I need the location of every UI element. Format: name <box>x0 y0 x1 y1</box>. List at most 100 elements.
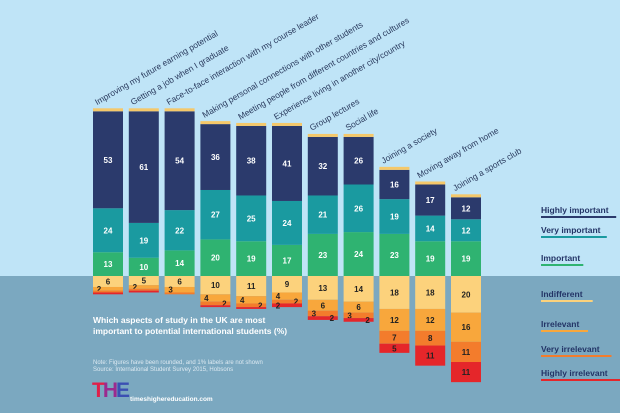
bar-segment <box>307 233 338 276</box>
bar-segment <box>93 252 123 276</box>
bar-cap <box>128 108 159 112</box>
segment-label: 10 <box>139 263 148 272</box>
segment-label: 53 <box>104 156 113 165</box>
bar-segment <box>93 111 123 209</box>
legend-underline <box>541 264 584 266</box>
bar-segment <box>164 292 195 295</box>
category-label: Joining a society <box>379 125 439 165</box>
segment-label: 12 <box>390 316 399 325</box>
bar-segment <box>200 189 231 240</box>
segment-label: 4 <box>276 292 281 301</box>
segment-label: 11 <box>426 352 435 361</box>
the-logo: THE <box>92 379 130 402</box>
bar-segment <box>415 215 446 242</box>
chart-title: Which aspects of study in the UK are mos… <box>93 315 288 336</box>
legend-underline <box>541 379 620 381</box>
bar-segment <box>272 299 302 304</box>
legend-underline <box>541 300 593 302</box>
website-url: timeshighereducation.com <box>130 396 213 403</box>
segment-label: 24 <box>354 250 363 259</box>
bar-segment <box>343 184 374 233</box>
segment-label: 10 <box>211 281 220 290</box>
bar-segment <box>415 345 446 366</box>
bar-segment <box>307 276 338 300</box>
segment-label: 13 <box>318 284 327 293</box>
segment-label: 11 <box>462 368 471 377</box>
bar-segment <box>451 312 481 342</box>
bar-segment <box>343 301 374 313</box>
bar-segment <box>451 241 481 276</box>
bar-cap <box>415 181 446 185</box>
legend-label: Irrelevant <box>541 319 579 329</box>
bar-segment <box>236 303 267 308</box>
bar-segment <box>93 290 123 293</box>
legend-label: Indifferent <box>541 289 583 299</box>
segment-label: 13 <box>104 260 113 269</box>
bar-segment <box>272 244 302 276</box>
bar-segment <box>200 124 231 190</box>
bar-segment <box>93 208 123 253</box>
segment-label: 22 <box>175 226 184 235</box>
segment-label: 27 <box>211 211 220 220</box>
segment-label: 61 <box>139 163 148 172</box>
bar-segment <box>343 312 374 319</box>
legend-underline <box>541 216 617 218</box>
bar-segment <box>128 288 159 291</box>
segment-label: 7 <box>392 333 397 342</box>
bar-segment <box>164 276 195 287</box>
segment-label: 14 <box>175 259 184 268</box>
segment-label: 12 <box>462 204 471 213</box>
bar-segment <box>451 219 481 242</box>
segment-label: 24 <box>283 219 292 228</box>
bar-segment <box>236 307 267 309</box>
bar-segment <box>236 125 267 196</box>
segment-label: 21 <box>318 211 327 220</box>
segment-label: 2 <box>222 299 227 308</box>
bar-segment <box>200 301 231 306</box>
bar-cap <box>272 122 302 126</box>
segment-label: 24 <box>104 226 113 235</box>
segment-label: 19 <box>426 255 435 264</box>
segment-label: 6 <box>321 301 326 310</box>
bar-segment <box>200 305 231 308</box>
bar-cap <box>200 121 231 125</box>
legend-underline <box>541 236 607 238</box>
bar-segment <box>164 286 195 293</box>
segment-label: 32 <box>318 162 327 171</box>
source-text: Source: International Student Survey 201… <box>93 367 234 373</box>
segment-label: 23 <box>318 251 327 260</box>
segment-label: 18 <box>390 288 399 297</box>
bar-cap <box>307 133 338 137</box>
bar-segment <box>93 292 123 295</box>
bar-cap <box>93 108 123 112</box>
bar-segment <box>128 285 159 289</box>
segment-label: 8 <box>428 334 433 343</box>
bar-segment <box>128 111 159 223</box>
bar-segment <box>307 299 338 311</box>
bar-segment <box>415 241 446 276</box>
bar-segment <box>415 308 446 331</box>
segment-label: 2 <box>97 285 102 294</box>
bar-segment <box>272 292 302 300</box>
bar-segment <box>236 195 267 242</box>
legend-underline <box>541 330 588 332</box>
segment-label: 54 <box>175 157 184 166</box>
bar-segment <box>128 222 159 258</box>
segment-label: 26 <box>354 157 363 166</box>
bar-segment <box>307 136 338 196</box>
bar-segment <box>343 276 374 302</box>
bar-segment <box>272 200 302 245</box>
bar-segment <box>379 233 410 276</box>
bar-segment <box>451 362 481 383</box>
segment-label: 5 <box>142 277 147 286</box>
bar-segment <box>451 197 481 220</box>
segment-label: 20 <box>211 254 220 263</box>
bar-segment <box>272 276 302 293</box>
bar-segment <box>343 136 374 185</box>
chart-notes: Note: Figures have been rounded, and 1% … <box>93 360 298 374</box>
bar-cap <box>236 122 267 126</box>
legend-label: Very important <box>541 225 601 235</box>
segment-label: 2 <box>133 283 138 292</box>
segment-label: 23 <box>390 251 399 260</box>
